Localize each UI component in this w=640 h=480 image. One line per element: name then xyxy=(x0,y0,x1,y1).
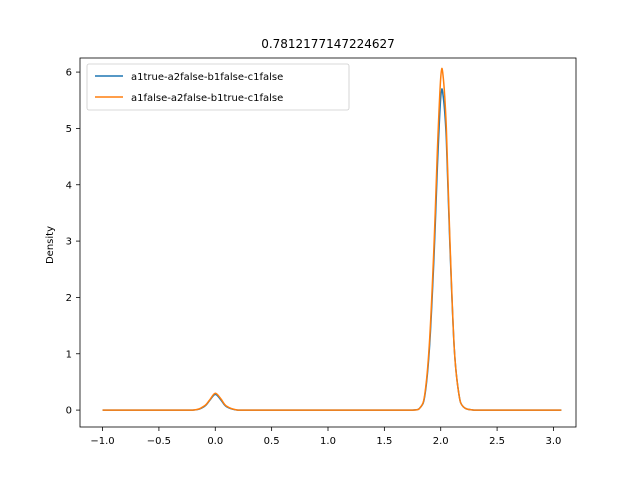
legend-box xyxy=(86,63,350,111)
legend: a1true-a2false-b1false-c1false a1false-a… xyxy=(86,63,350,111)
y-tick-label: 1 xyxy=(66,349,72,360)
y-tick-label: 4 xyxy=(66,180,72,191)
y-tick-label: 5 xyxy=(66,124,72,135)
y-axis: 0 1 2 3 4 5 6 xyxy=(66,68,80,417)
y-tick-label: 3 xyxy=(66,237,72,248)
y-tick-label: 2 xyxy=(66,293,72,304)
x-tick-label: 2.0 xyxy=(433,436,449,447)
x-tick-label: −0.5 xyxy=(147,436,171,447)
x-tick-label: 1.0 xyxy=(320,436,336,447)
legend-label-series-1: a1true-a2false-b1false-c1false xyxy=(131,72,283,83)
x-tick-label: 0.5 xyxy=(264,436,280,447)
series-line-2 xyxy=(102,67,562,411)
x-tick-label: 0.0 xyxy=(207,436,223,447)
x-tick-label: 2.5 xyxy=(489,436,505,447)
series-layer xyxy=(102,67,562,411)
chart-title: 0.7812177147224627 xyxy=(261,37,395,51)
x-tick-label: 1.5 xyxy=(376,436,392,447)
y-axis-label: Density xyxy=(45,226,56,264)
x-tick-label: −1.0 xyxy=(90,436,114,447)
y-tick-label: 0 xyxy=(66,406,72,417)
x-tick-label: 3.0 xyxy=(546,436,562,447)
legend-label-series-2: a1false-a2false-b1true-c1false xyxy=(131,93,283,104)
y-tick-label: 6 xyxy=(66,68,72,79)
x-axis: −1.0 −0.5 0.0 0.5 1.0 1.5 2.0 2.5 3.0 xyxy=(90,427,561,447)
